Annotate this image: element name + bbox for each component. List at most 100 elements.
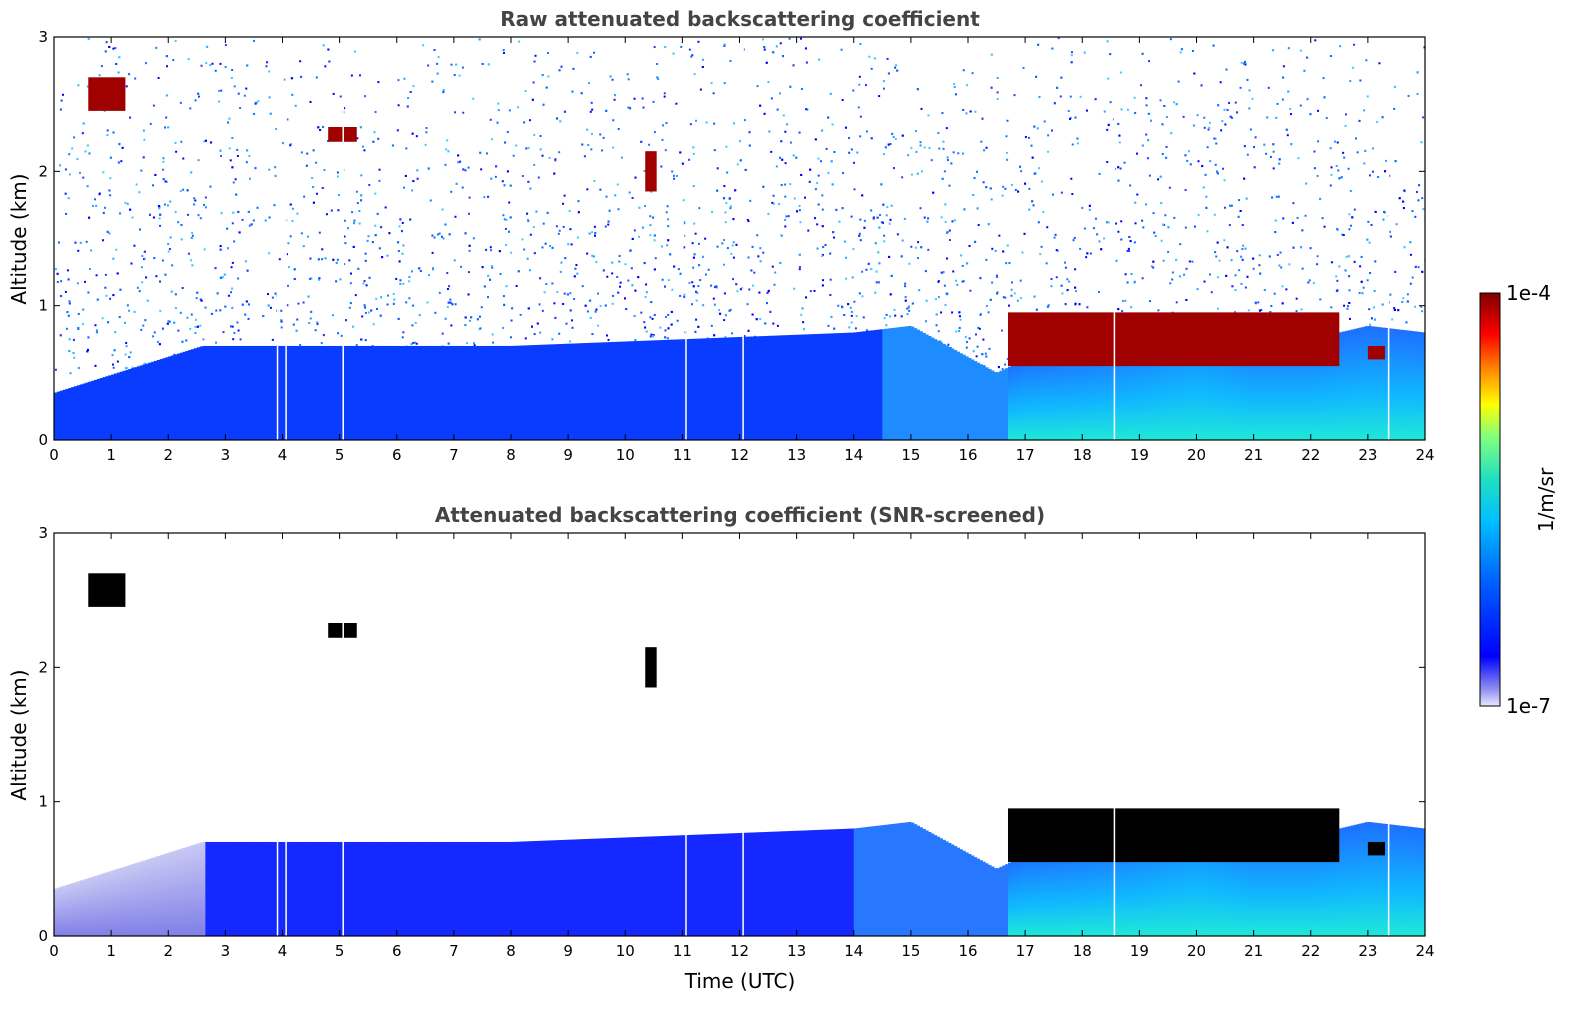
noise-speck: [1207, 128, 1210, 131]
noise-speck: [204, 196, 207, 199]
noise-speck: [602, 136, 605, 139]
noise-speck: [587, 143, 590, 146]
noise-speck: [1119, 167, 1122, 170]
noise-speck: [590, 101, 593, 104]
noise-speck: [95, 331, 98, 334]
noise-speck: [487, 274, 490, 277]
noise-speck: [102, 211, 105, 214]
noise-speck: [724, 314, 727, 317]
noise-speck: [492, 341, 495, 344]
aerosol-column-screened: [1250, 834, 1255, 936]
noise-speck: [671, 288, 674, 291]
noise-speck: [1165, 145, 1168, 148]
aerosol-column: [725, 337, 729, 440]
aerosol-column-screened: [145, 859, 149, 936]
screened-x-ticks: 0 1 2 3 4 5 6 7 8 9 10 11 12 13 14 15 16 17 18 19 20 21 22 23 24: [49, 533, 1435, 960]
noise-speck: [919, 207, 922, 210]
noise-speck: [128, 356, 131, 359]
noise-speck: [1187, 150, 1190, 153]
noise-speck: [1319, 197, 1322, 200]
noise-speck: [592, 255, 595, 258]
aerosol-column: [662, 339, 666, 440]
aerosol-column-screened: [965, 852, 969, 936]
noise-speck: [1147, 112, 1150, 115]
noise-speck: [683, 295, 686, 298]
data-gap: [342, 37, 344, 440]
noise-speck: [210, 312, 213, 315]
aerosol-column: [176, 353, 181, 440]
noise-speck: [533, 60, 536, 63]
noise-speck: [906, 307, 909, 310]
noise-speck: [1163, 105, 1166, 108]
noise-speck: [543, 291, 546, 294]
aerosol-column-screened: [1219, 823, 1223, 936]
noise-speck: [111, 363, 114, 366]
noise-speck: [713, 149, 716, 152]
aerosol-column-screened: [925, 830, 929, 936]
noise-speck: [164, 180, 167, 183]
noise-speck: [923, 216, 926, 219]
noise-speck: [894, 66, 897, 69]
noise-speck: [972, 350, 975, 353]
noise-speck: [859, 115, 862, 118]
noise-speck: [843, 240, 846, 243]
noise-speck: [532, 81, 535, 84]
noise-speck: [813, 289, 816, 292]
noise-speck: [785, 215, 788, 218]
aerosol-column-screened: [99, 874, 104, 936]
aerosol-column-screened: [91, 876, 95, 936]
noise-speck: [311, 177, 314, 180]
noise-speck: [821, 253, 824, 256]
noise-speck: [180, 238, 183, 241]
noise-speck: [1397, 309, 1400, 312]
noise-speck: [1069, 118, 1072, 121]
aerosol-column-screened: [471, 841, 475, 936]
noise-speck: [831, 123, 834, 126]
noise-speck: [468, 319, 471, 322]
noise-speck: [117, 71, 120, 74]
aerosol-column-screened: [162, 854, 166, 936]
noise-speck: [504, 243, 507, 246]
noise-speck: [1185, 298, 1188, 301]
noise-speck: [1402, 297, 1405, 300]
noise-speck: [233, 85, 236, 88]
noise-speck: [1231, 285, 1234, 288]
noise-speck: [1129, 240, 1132, 243]
noise-speck: [1403, 246, 1406, 249]
aerosol-column-screened: [1153, 829, 1158, 936]
noise-speck: [286, 284, 289, 287]
aerosol-column-screened: [402, 841, 406, 936]
noise-speck: [833, 327, 836, 330]
noise-speck: [186, 189, 189, 192]
aerosol-column: [171, 355, 175, 440]
noise-speck: [450, 324, 453, 327]
noise-speck: [112, 47, 115, 50]
noise-speck: [1342, 151, 1345, 154]
noise-speck: [802, 328, 805, 331]
noise-speck: [533, 333, 536, 336]
aerosol-column: [1193, 319, 1198, 440]
noise-speck: [841, 207, 844, 210]
noise-speck: [292, 323, 295, 326]
noise-speck: [1377, 175, 1380, 178]
aerosol-column-screened: [328, 841, 332, 936]
noise-speck: [244, 260, 247, 263]
noise-speck: [650, 333, 653, 336]
noise-speck: [780, 184, 783, 187]
noise-speck: [893, 308, 896, 311]
noise-speck: [706, 336, 709, 339]
aerosol-column: [1122, 342, 1126, 440]
noise-speck: [378, 247, 381, 250]
noise-speck: [191, 234, 194, 237]
noise-speck: [115, 62, 118, 65]
aerosol-column-screened: [610, 837, 615, 936]
y-tick-label: 1: [38, 297, 48, 315]
noise-speck: [343, 235, 346, 238]
noise-speck: [1126, 281, 1129, 284]
noise-speck: [529, 233, 532, 236]
aerosol-column-screened: [1313, 834, 1318, 936]
aerosol-column: [419, 345, 424, 440]
noise-speck: [1076, 137, 1079, 140]
noise-speck: [481, 62, 484, 65]
noise-speck: [965, 112, 968, 115]
